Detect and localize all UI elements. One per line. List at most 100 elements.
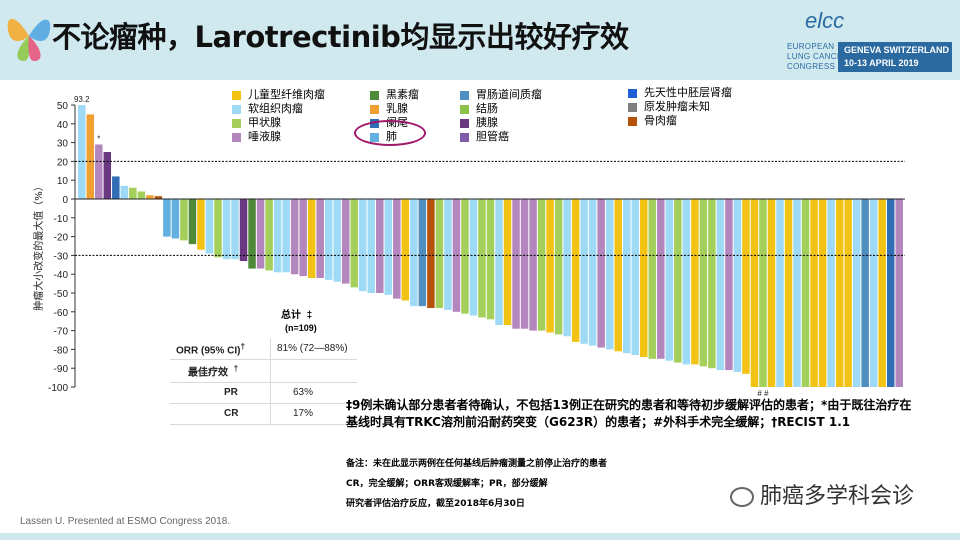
table-cell: PR [170, 382, 271, 404]
y-tick-label: 20 [57, 157, 69, 168]
bar [401, 199, 410, 301]
legend-swatch [232, 90, 241, 100]
table-cell: 17% [270, 403, 357, 425]
bar [520, 199, 529, 329]
bar [239, 199, 248, 262]
conference-location-badge: GENEVA SWITZERLAND 10-13 APRIL 2019 [838, 42, 952, 72]
table-row: ORR (95% CI)† 81% (72—88%) [170, 338, 357, 361]
legend-swatch [232, 118, 241, 128]
legend-item: 结肠 [460, 100, 498, 116]
bar [742, 199, 750, 374]
citation: Lassen U. Presented at ESMO Congress 201… [20, 516, 231, 527]
bar [435, 199, 444, 309]
bar [844, 199, 852, 387]
bar [461, 199, 469, 314]
bar [708, 199, 716, 369]
table-cell: 81% (72—88%) [270, 338, 357, 361]
bar [784, 199, 793, 387]
bar [478, 199, 486, 318]
bar [78, 105, 86, 199]
bar [384, 199, 393, 295]
bar [427, 199, 435, 309]
bar [307, 199, 316, 278]
conference-name-line: LUNG CANCER [787, 52, 849, 61]
legend-swatch [232, 104, 241, 114]
legend-item: 胆管癌 [460, 128, 509, 144]
y-tick-label: -40 [54, 270, 69, 281]
table-cell [270, 359, 357, 383]
legend-item: 骨肉瘤 [628, 112, 677, 128]
bar [350, 199, 358, 288]
footer-band [0, 533, 960, 540]
bar [171, 199, 180, 239]
conference-logo: elcc EUROPEAN LUNG CANCER CONGRESS [785, 6, 855, 76]
waterfall-chart: 50 40 30 20 10 0 -10 -20 -30 -40 -50 -60 -70 -80 -90 -1… [32, 95, 905, 398]
bar [725, 199, 733, 371]
bar [154, 196, 163, 199]
y-tick-label: 30 [57, 139, 69, 150]
bar [469, 199, 478, 316]
legend-item: 乳腺 [370, 100, 408, 116]
bar [546, 199, 554, 333]
bar [376, 199, 384, 293]
bar [273, 199, 282, 273]
legend-swatch [460, 132, 469, 142]
y-axis-label: 肿瘤大小改变的最大值（%） [32, 181, 45, 311]
conference-logo-text: elcc [805, 8, 845, 33]
y-tick-label: -80 [54, 345, 69, 356]
legend-item: 胃肠道间质瘤 [460, 86, 542, 102]
table-row: CR 17% [170, 403, 357, 425]
legend-item: 先天性中胚层肾瘤 [628, 84, 732, 100]
footnote-note: CR，完全缓解；ORR客观缓解率；PR，部分缓解 [346, 479, 548, 489]
bar [410, 199, 418, 307]
y-tick-label: -90 [54, 364, 69, 375]
legend-item: 软组织肉瘤 [232, 100, 303, 116]
wechat-icon [730, 487, 754, 507]
legend-swatch [628, 116, 637, 126]
table-cell: CR [170, 403, 271, 425]
bar [588, 199, 597, 346]
bar [163, 199, 171, 237]
bar [776, 199, 784, 387]
bar [222, 199, 231, 260]
bar [529, 199, 537, 331]
legend-item: 儿童型纤维肉瘤 [232, 86, 325, 102]
bar [341, 199, 350, 284]
bar-annotation: # # [757, 389, 769, 398]
conference-name-line: EUROPEAN [787, 42, 835, 51]
table-cell: ORR (95% CI)† [170, 338, 271, 361]
y-tick-label: 0 [62, 195, 68, 206]
legend-item: 黑素瘤 [370, 86, 419, 102]
butterfly-logo-icon [7, 18, 51, 61]
footnote-note: 备注：未在此显示两例在任何基线后肿瘤测量之前停止治疗的患者 [346, 459, 608, 469]
legend-swatch [232, 132, 241, 142]
bar [597, 199, 605, 348]
y-tick-label: -70 [54, 327, 69, 338]
bar [665, 199, 674, 361]
bar [682, 199, 691, 365]
slide-title: 不论瘤种，Larotrectinib均显示出较好疗效 [52, 20, 629, 54]
bar [86, 114, 95, 199]
bar [512, 199, 520, 329]
bar [359, 199, 367, 292]
bar [214, 199, 222, 258]
bar [265, 199, 273, 271]
bar [333, 199, 341, 282]
legend-item: 胰腺 [460, 114, 498, 130]
table-cell: 63% [270, 382, 357, 404]
conference-dates: 10-13 APRIL 2019 [844, 58, 919, 68]
bar [231, 199, 239, 260]
y-tick-label: -60 [54, 308, 69, 319]
legend-item: 原发肿瘤未知 [628, 98, 710, 114]
bar [248, 199, 256, 269]
y-tick-label: -10 [54, 214, 69, 225]
bar [852, 199, 861, 387]
bar [537, 199, 546, 331]
legend-item: 唾液腺 [232, 128, 281, 144]
footnote-main: ‡9例未确认部分患者者待确认，不包括13例正在研究的患者和等待初步缓解评估的患者… [346, 398, 912, 429]
bar [605, 199, 614, 350]
y-tick-label: -20 [54, 233, 69, 244]
bar [716, 199, 725, 371]
bar [810, 199, 818, 387]
bar [120, 185, 129, 199]
